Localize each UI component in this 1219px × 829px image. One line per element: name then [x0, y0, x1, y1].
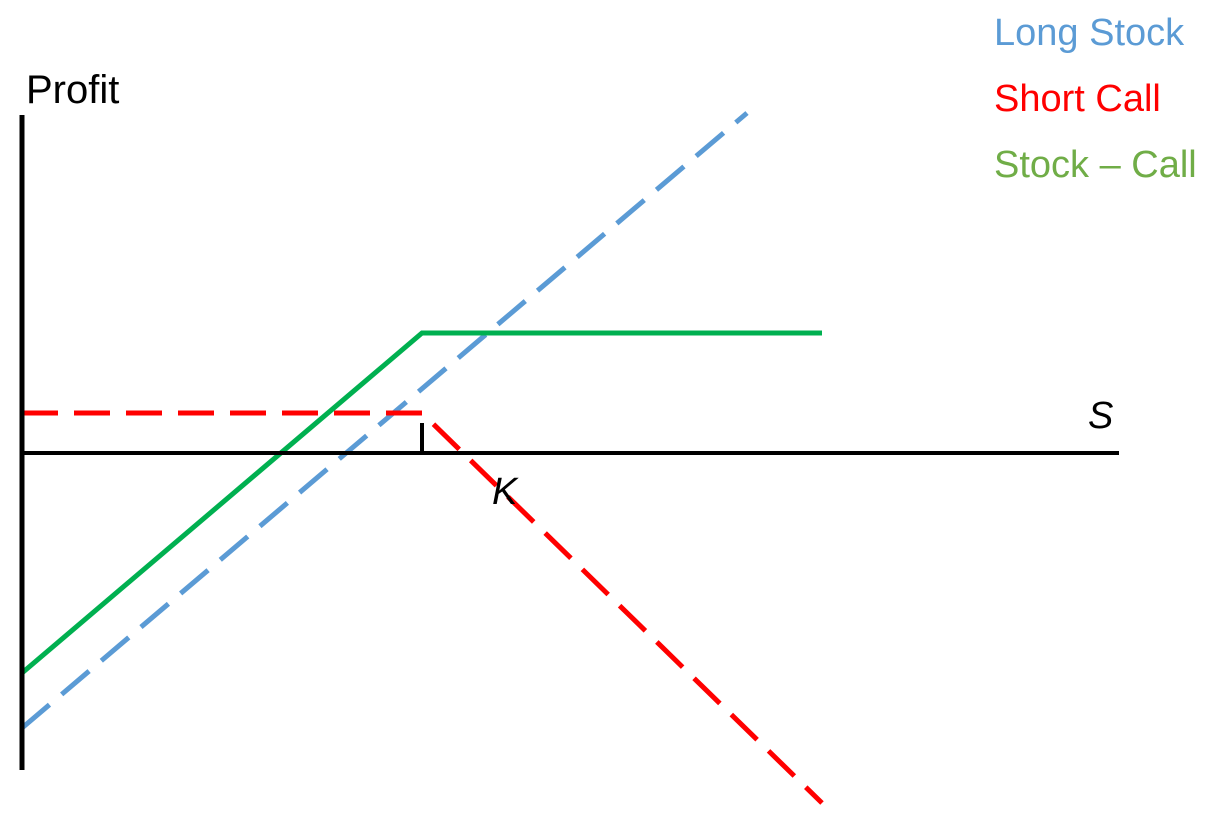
legend: Long Stock Short Call Stock – Call: [994, 14, 1197, 212]
series-line-short-call: [22, 410, 824, 805]
x-axis-label: S: [1088, 395, 1114, 437]
y-axis-label: Profit: [26, 68, 120, 112]
series-line-long-stock: [20, 111, 749, 730]
legend-item-stock-minus-call: Stock – Call: [994, 144, 1197, 186]
legend-item-short-call: Short Call: [994, 78, 1161, 120]
series-layer: [20, 111, 824, 805]
legend-item-long-stock: Long Stock: [994, 12, 1185, 54]
strike-label: K: [492, 471, 518, 513]
series-line-stock-call: [20, 330, 822, 675]
